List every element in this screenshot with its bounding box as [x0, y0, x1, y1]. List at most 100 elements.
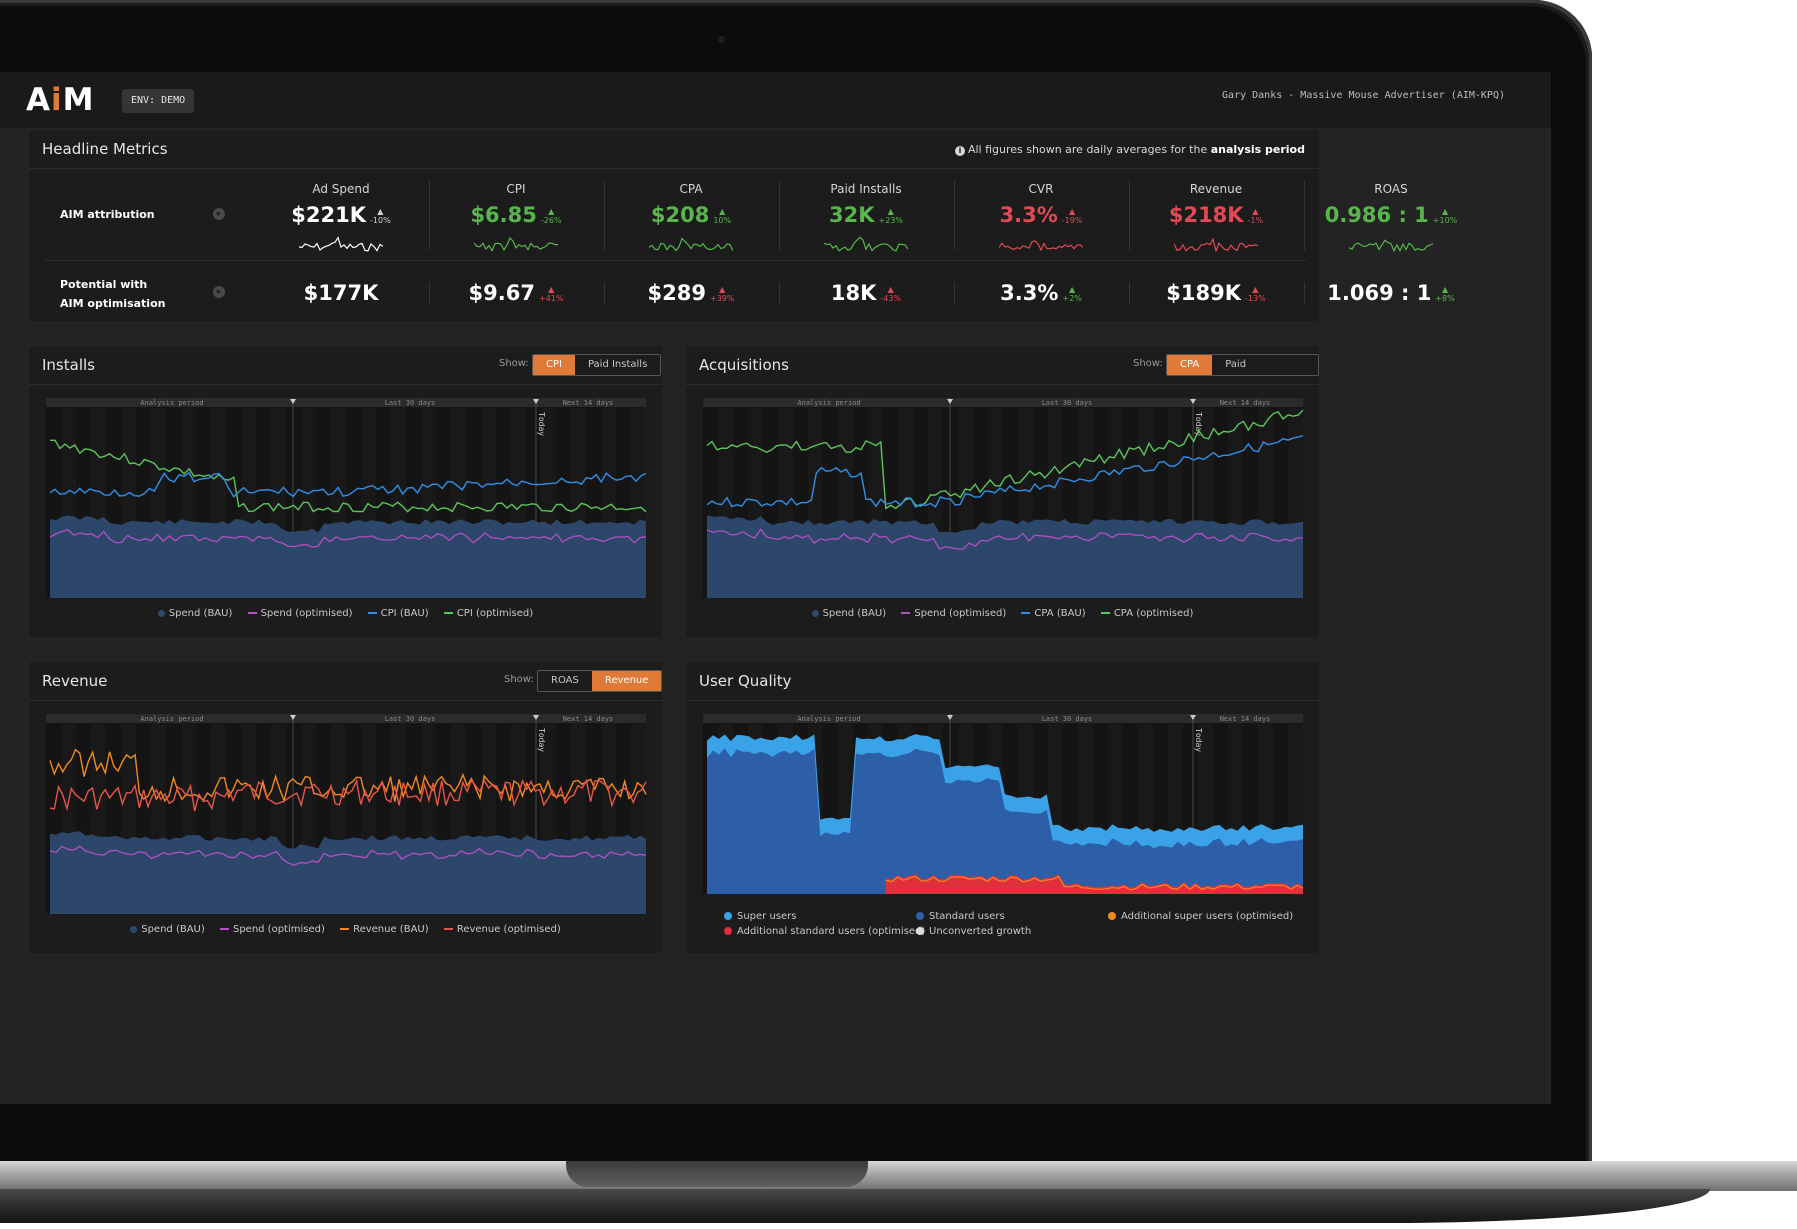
acquisitions-chart[interactable]: Analysis period Last 30 days Next 14 days T… — [699, 392, 1305, 602]
row-label-line1: Potential with — [60, 278, 148, 291]
base-bottom — [0, 1189, 1710, 1223]
today-label: Today — [537, 412, 546, 436]
marker-arrow-icon — [1190, 399, 1196, 404]
sparkline — [649, 237, 733, 252]
metric-potential-change: ▲ -13% — [1245, 285, 1266, 303]
legend-item[interactable]: Spend (optimised) — [247, 608, 353, 619]
spend-optimised-line — [706, 528, 1303, 550]
metric-label-5: Revenue — [1129, 178, 1303, 197]
period-band — [46, 398, 646, 407]
legend-label: Additional standard users (optimised) — [737, 926, 926, 937]
expand-arrow-icon[interactable]: ▸ — [213, 208, 225, 220]
metric-label-text: CPI — [506, 182, 526, 196]
toggle-roas[interactable]: ROAS — [538, 671, 592, 691]
metric-value-4: 3.3% ▲ -19% — [954, 203, 1128, 227]
legend-label: Spend (BAU) — [822, 608, 887, 619]
cpa-optimised-line — [706, 409, 1304, 510]
legend-item[interactable]: Standard users — [916, 911, 1005, 922]
installs-panel: Installs Show: CPI Paid Installs Analysi… — [29, 346, 662, 637]
legend-item[interactable]: Additional standard users (optimised) — [724, 926, 925, 937]
column-divider — [429, 180, 430, 250]
panel-header — [29, 662, 662, 701]
user-quality-chart[interactable]: Analysis period Last 30 days Next 14 days T… — [699, 708, 1305, 898]
legend-item[interactable]: Spend (optimised) — [901, 608, 1006, 619]
metric-toggle: ROAS Revenue — [537, 670, 663, 692]
toggle-revenue[interactable]: Revenue — [591, 671, 662, 691]
legend-item[interactable]: Spend (BAU) — [130, 924, 205, 935]
env-badge: ENV: DEMO — [122, 89, 195, 113]
metric-potential-text: $9.67 — [468, 281, 535, 305]
column-divider — [1304, 180, 1305, 250]
cpi-optimised-line — [50, 439, 647, 513]
metric-label-1: CPI — [429, 178, 603, 197]
legend-item[interactable]: Super users — [724, 911, 797, 922]
legend-item[interactable]: CPA (BAU) — [1021, 608, 1086, 619]
column-divider — [604, 180, 605, 250]
info-note: i All figures shown are daily averages fo… — [954, 143, 1305, 156]
metric-change: ▲ -10% — [370, 207, 391, 225]
legend-label: Unconverted growth — [929, 926, 1032, 937]
metric-change-text: -19% — [1061, 216, 1083, 225]
metric-potential-6: 1.069 : 1 ▲ +8% — [1304, 281, 1478, 305]
row-divider — [44, 260, 1306, 261]
metric-potential-4: 3.3% ▲ +2% — [954, 281, 1128, 305]
legend-item[interactable]: CPA (optimised) — [1100, 608, 1193, 619]
legend-item[interactable]: Spend (BAU) — [811, 608, 887, 619]
column-divider — [779, 282, 780, 304]
sparkline-path — [1349, 239, 1433, 253]
metric-value-text: $221K — [291, 203, 367, 227]
period-band — [703, 714, 1303, 723]
legend-item[interactable]: Spend (optimised) — [219, 924, 325, 935]
period-label: Next 14 days — [1220, 715, 1271, 723]
installs-chart[interactable]: Analysis period Last 30 days Next 14 days T… — [42, 392, 648, 602]
legend-item[interactable]: Unconverted growth — [916, 926, 1031, 937]
legend-item[interactable]: Revenue (optimised) — [443, 924, 561, 935]
legend-label: Additional super users (optimised) — [1121, 911, 1294, 922]
marker-arrow-icon — [533, 399, 539, 404]
period-label: Last 30 days — [385, 715, 436, 723]
metric-potential-5: $189K ▲ -13% — [1129, 281, 1303, 305]
metric-potential-text: 18K — [830, 281, 877, 305]
headline-metrics-panel: Headline Metrics i All figures shown are … — [29, 130, 1457, 321]
metric-label-6: ROAS — [1304, 178, 1478, 197]
legend-label: Spend (BAU) — [141, 924, 205, 935]
cpi-bau-line — [49, 471, 647, 498]
legend-label: Spend (optimised) — [232, 924, 325, 935]
legend-item[interactable]: Revenue (BAU) — [340, 924, 429, 935]
panel-title: User Quality — [699, 672, 792, 690]
sparkline-path — [824, 236, 908, 252]
legend-item[interactable]: CPI (optimised) — [443, 608, 533, 619]
trend-arrow-icon: ▲ — [719, 207, 726, 216]
metric-change-text: -10% — [370, 216, 391, 225]
legend-item[interactable]: CPI (BAU) — [367, 608, 429, 619]
aim-logo[interactable]: AiM — [26, 82, 95, 118]
column-divider — [1129, 282, 1130, 304]
trend-arrow-icon: ▲ — [1441, 207, 1449, 216]
legend-item[interactable]: Spend (BAU) — [157, 608, 232, 619]
metric-value-text: 0.986 : 1 — [1324, 203, 1429, 227]
metric-label-text: ROAS — [1374, 182, 1408, 196]
toggle-cpa[interactable]: CPA — [1167, 355, 1213, 375]
period-band — [46, 714, 646, 723]
base-notch — [566, 1161, 868, 1187]
column-divider — [429, 282, 430, 304]
revenue-panel: Revenue Show: ROAS Revenue Analysis peri… — [29, 662, 663, 953]
metric-change-text: -26% — [540, 216, 562, 225]
account-label[interactable]: Gary Danks - Massive Mouse Advertiser (A… — [1222, 90, 1505, 101]
legend-item[interactable]: Additional super users (optimised) — [1108, 911, 1293, 922]
revenue-chart[interactable]: Analysis period Last 30 days Next 14 days T… — [42, 708, 648, 918]
legend-label: Spend (optimised) — [914, 608, 1007, 619]
spend-bau-area — [707, 515, 1303, 598]
metric-change-text: -43% — [880, 294, 902, 303]
toggle-paid-installs[interactable]: Paid Installs — [574, 355, 661, 375]
sparkline — [1174, 237, 1258, 253]
legend-label: Revenue (optimised) — [456, 924, 561, 935]
metric-change-text: +23% — [878, 216, 903, 225]
legend-label: Spend (optimised) — [260, 608, 353, 619]
trend-arrow-icon: ▲ — [1252, 207, 1259, 216]
toggle-cpi[interactable]: CPI — [533, 355, 575, 375]
toggle-paid-acquisitions[interactable]: Paid Acquisitions — [1212, 355, 1318, 375]
metric-potential-change: ▲ +41% — [539, 285, 563, 303]
metric-value-5: $218K ▲ -1% — [1129, 203, 1303, 227]
expand-arrow-icon[interactable]: ▸ — [213, 286, 225, 298]
